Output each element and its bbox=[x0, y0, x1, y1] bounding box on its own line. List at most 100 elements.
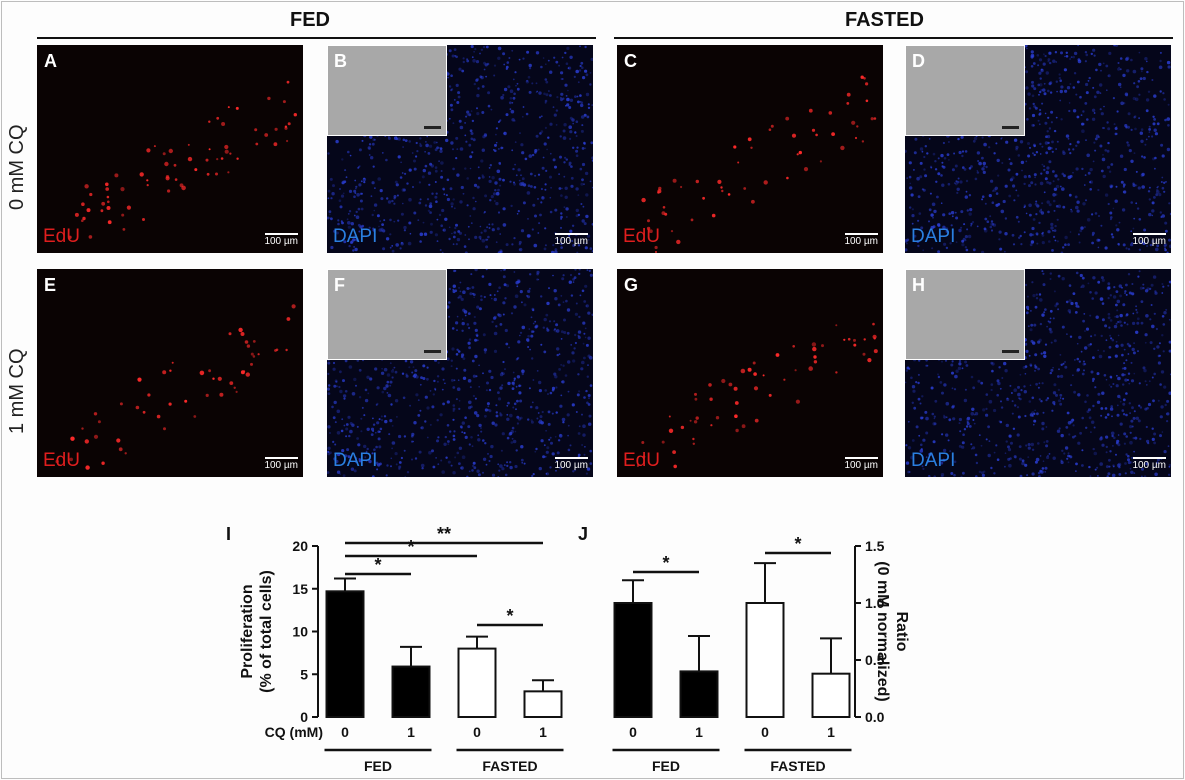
x-tick-label: 1 bbox=[407, 724, 415, 740]
nucleus-dot bbox=[981, 250, 985, 253]
nucleus-dot bbox=[584, 327, 587, 330]
nucleus-dot bbox=[1097, 475, 1099, 477]
nucleus-dot bbox=[961, 243, 965, 247]
nucleus-dot bbox=[499, 184, 502, 187]
nucleus-dot bbox=[470, 132, 474, 135]
nucleus-dot bbox=[224, 144, 229, 150]
nucleus-dot bbox=[1117, 321, 1120, 323]
nucleus-dot bbox=[502, 52, 506, 56]
nucleus-dot bbox=[915, 381, 918, 384]
nucleus-dot bbox=[680, 185, 683, 189]
nucleus-dot bbox=[988, 146, 991, 149]
nucleus-dot bbox=[562, 364, 565, 367]
nucleus-dot bbox=[1144, 143, 1147, 146]
nucleus-dot bbox=[1034, 460, 1038, 464]
nucleus-dot bbox=[661, 211, 666, 216]
nucleus-dot bbox=[361, 139, 364, 142]
nucleus-dot bbox=[428, 183, 431, 186]
nucleus-dot bbox=[488, 409, 492, 413]
nucleus-dot bbox=[344, 169, 347, 172]
nucleus-dot bbox=[1127, 454, 1130, 458]
nucleus-dot bbox=[86, 208, 91, 213]
nucleus-dot bbox=[1156, 345, 1160, 349]
nucleus-dot bbox=[1024, 365, 1028, 368]
nucleus-dot bbox=[923, 168, 926, 171]
nucleus-dot bbox=[1056, 140, 1059, 143]
nucleus-dot bbox=[553, 289, 557, 293]
nucleus-dot bbox=[482, 333, 486, 337]
nucleus-dot bbox=[1168, 340, 1171, 344]
nucleus-dot bbox=[389, 233, 392, 236]
nucleus-dot bbox=[398, 465, 402, 469]
nucleus-dot bbox=[509, 108, 512, 110]
nucleus-dot bbox=[331, 192, 335, 196]
nucleus-dot bbox=[978, 161, 982, 166]
nucleus-dot bbox=[1122, 243, 1126, 247]
nucleus-dot bbox=[1072, 292, 1076, 295]
nucleus-dot bbox=[408, 221, 412, 225]
nucleus-dot bbox=[441, 388, 444, 391]
nucleus-dot bbox=[506, 413, 509, 416]
nucleus-dot bbox=[997, 381, 1001, 386]
nucleus-dot bbox=[429, 202, 433, 206]
nucleus-dot bbox=[494, 189, 497, 192]
nucleus-dot bbox=[1163, 450, 1167, 454]
stain-label-edu: EdU bbox=[43, 450, 80, 471]
nucleus-dot bbox=[167, 189, 171, 193]
nucleus-dot bbox=[574, 341, 577, 345]
nucleus-dot bbox=[540, 295, 543, 298]
nucleus-dot bbox=[535, 134, 539, 138]
nucleus-dot bbox=[721, 189, 724, 193]
nucleus-dot bbox=[1042, 62, 1046, 66]
nucleus-dot bbox=[933, 417, 936, 420]
nucleus-dot bbox=[560, 217, 563, 220]
nucleus-dot bbox=[1059, 354, 1062, 356]
nucleus-dot bbox=[349, 429, 353, 434]
nucleus-dot bbox=[521, 177, 525, 181]
nucleus-dot bbox=[1026, 47, 1028, 50]
nucleus-dot bbox=[333, 384, 337, 388]
nucleus-dot bbox=[1156, 190, 1160, 194]
nucleus-dot bbox=[1107, 472, 1111, 476]
nucleus-dot bbox=[470, 45, 474, 49]
nucleus-dot bbox=[543, 350, 547, 354]
nucleus-dot bbox=[536, 90, 538, 93]
y-axis-label-line: Proliferation bbox=[239, 584, 256, 678]
nucleus-dot bbox=[1009, 162, 1013, 166]
nucleus-dot bbox=[525, 80, 530, 84]
nucleus-dot bbox=[1025, 86, 1029, 90]
nucleus-dot bbox=[578, 390, 581, 393]
nucleus-dot bbox=[469, 386, 472, 389]
nucleus-dot bbox=[945, 246, 949, 250]
nucleus-dot bbox=[559, 96, 562, 99]
nucleus-dot bbox=[1105, 465, 1109, 469]
nucleus-dot bbox=[513, 402, 517, 406]
nucleus-dot bbox=[743, 187, 747, 190]
nucleus-dot bbox=[996, 393, 999, 397]
nucleus-dot bbox=[1073, 72, 1077, 75]
nucleus-dot bbox=[372, 423, 376, 426]
nucleus-dot bbox=[1059, 397, 1062, 399]
nucleus-dot bbox=[355, 215, 360, 219]
nucleus-dot bbox=[363, 444, 367, 449]
nucleus-dot bbox=[384, 419, 388, 424]
significance-label: * bbox=[374, 555, 381, 575]
nucleus-dot bbox=[1068, 102, 1071, 104]
nucleus-dot bbox=[1102, 174, 1106, 179]
nucleus-dot bbox=[581, 444, 583, 446]
nucleus-dot bbox=[368, 154, 371, 156]
nucleus-dot bbox=[473, 321, 477, 325]
nucleus-dot bbox=[461, 421, 465, 425]
nucleus-dot bbox=[531, 357, 534, 360]
nucleus-dot bbox=[908, 175, 912, 179]
nucleus-dot bbox=[345, 423, 349, 426]
nucleus-dot bbox=[1029, 233, 1033, 237]
nucleus-dot bbox=[1141, 155, 1144, 158]
nucleus-dot bbox=[455, 353, 459, 356]
nucleus-dot bbox=[1110, 216, 1113, 219]
nucleus-dot bbox=[585, 305, 588, 307]
x-tick-label: 0 bbox=[341, 724, 349, 740]
nucleus-dot bbox=[521, 462, 523, 464]
nucleus-dot bbox=[913, 151, 917, 155]
nucleus-dot bbox=[1051, 409, 1054, 412]
